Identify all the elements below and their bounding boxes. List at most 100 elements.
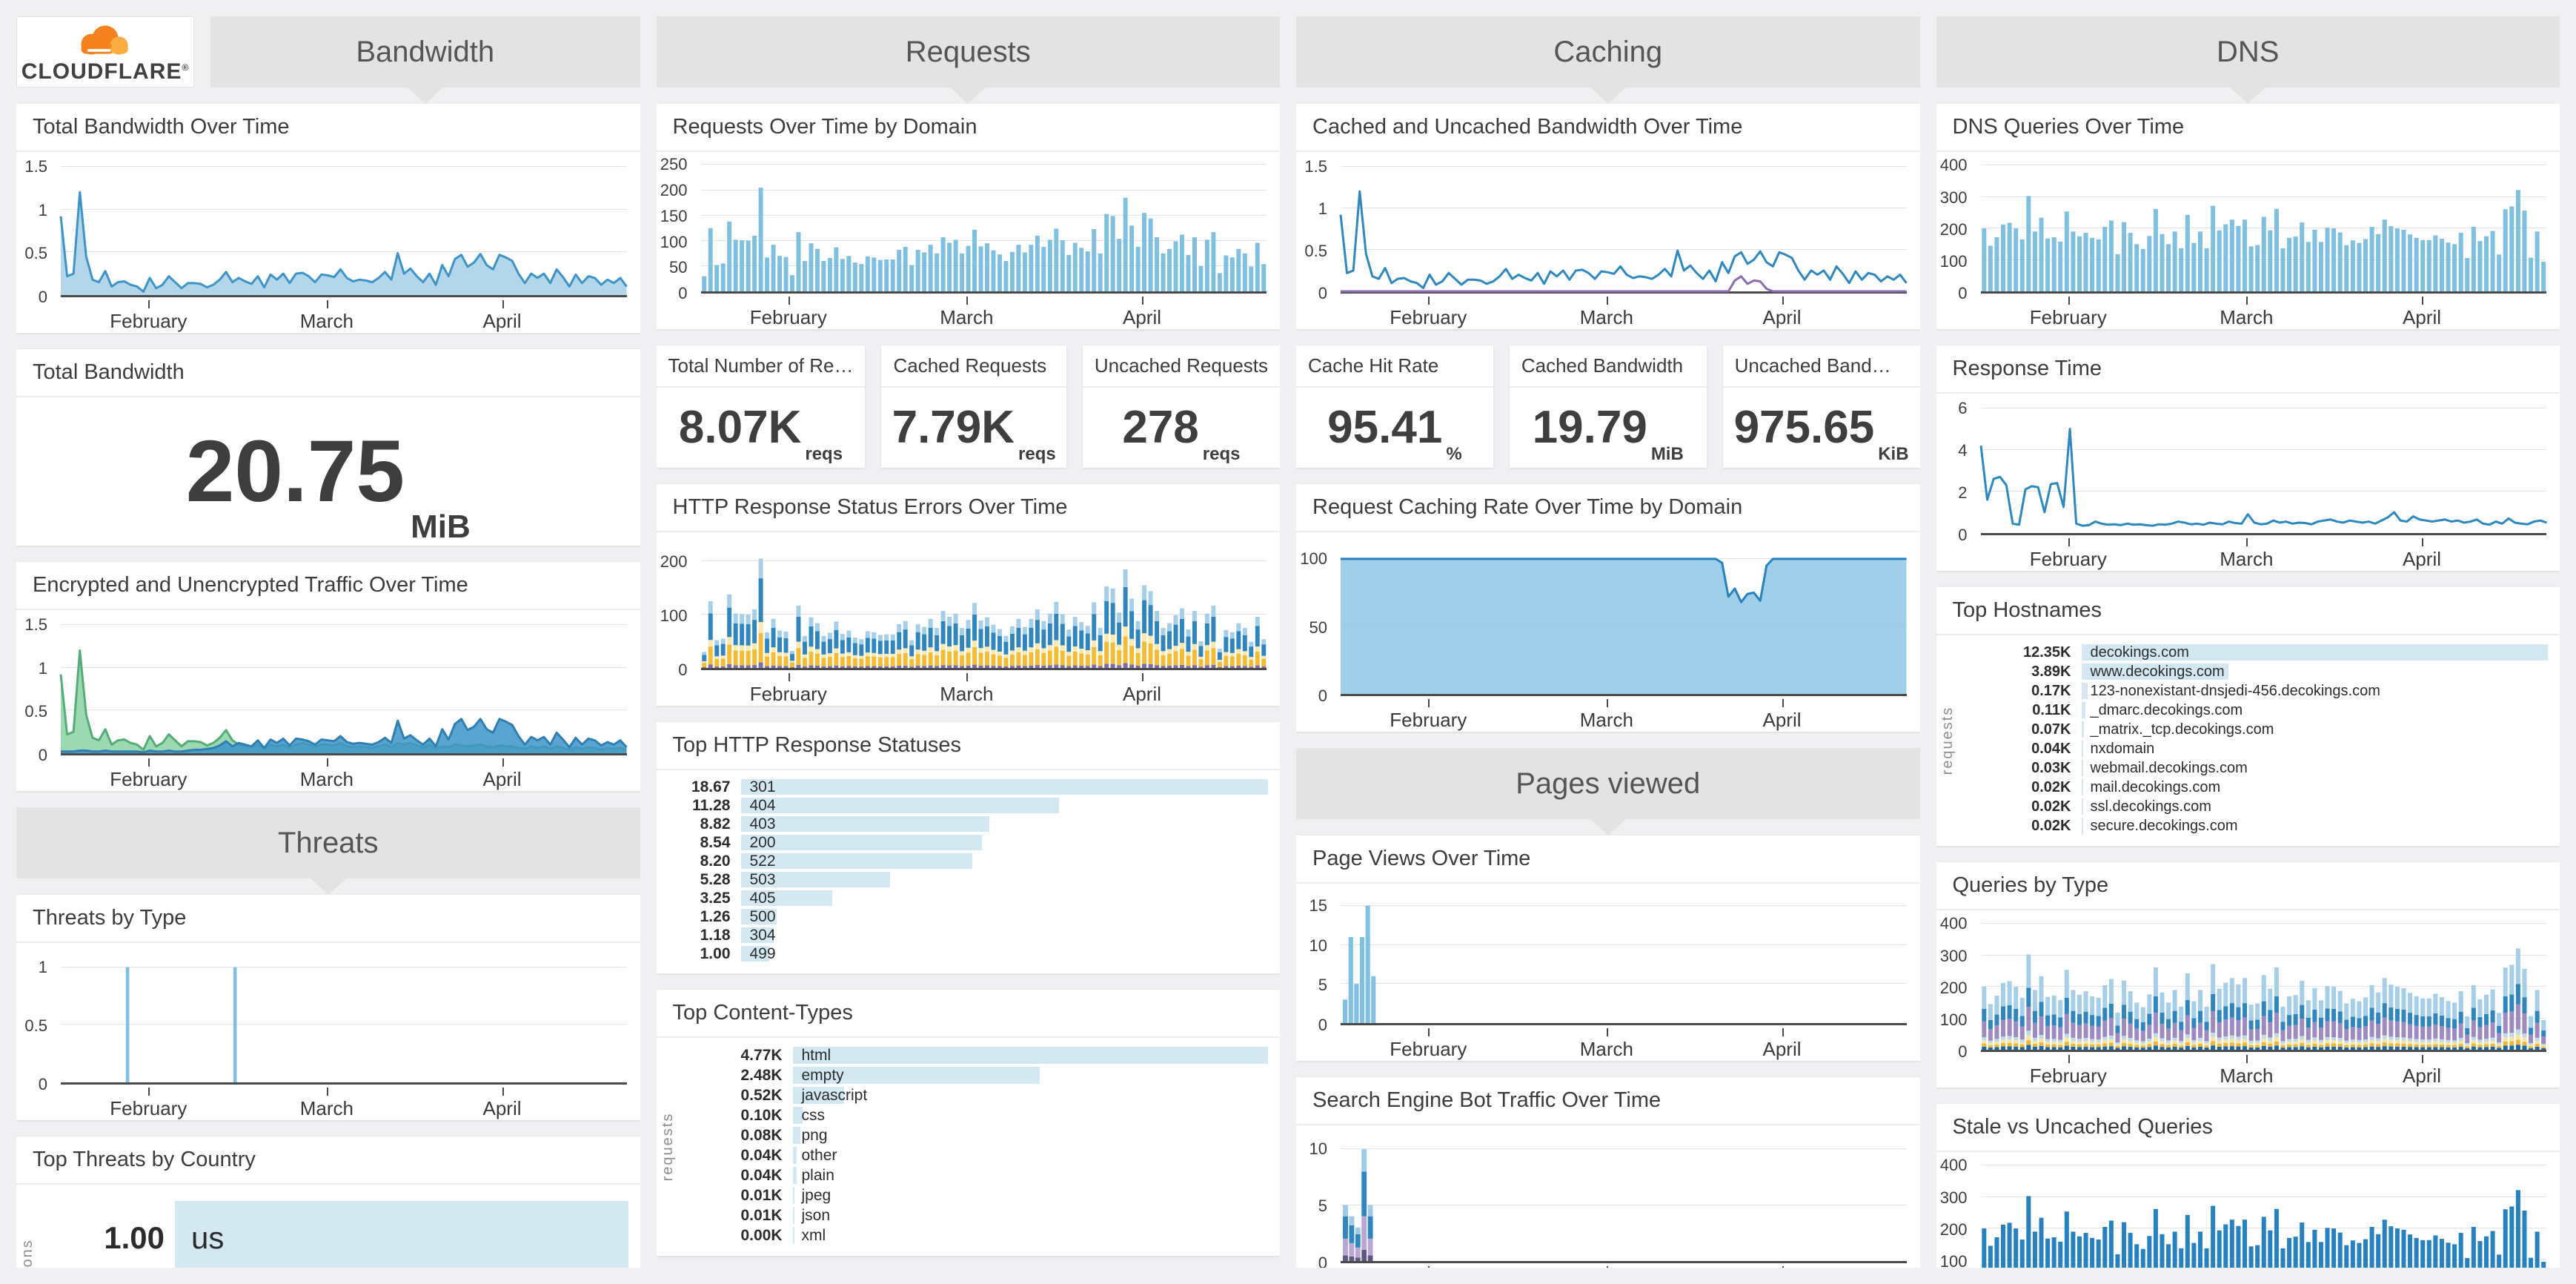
dns-queries-bar-chart[interactable]: 0 100 200 300 400 February March April: [1936, 152, 2560, 329]
list-item-label: html: [801, 1046, 831, 1064]
list-item-bar: [740, 890, 833, 906]
list-item-value: 0.02K: [2031, 778, 2071, 795]
stat-value: 8.07K: [678, 402, 802, 453]
top-statuses-list: 18.67 301 11.28 404 8.82 403 8.54 200 8.…: [657, 770, 1281, 973]
list-item[interactable]: 0.04K other: [694, 1145, 1269, 1165]
column-dns: DNS DNS Queries Over Time 0 100 200 300 400 F…: [1936, 16, 2560, 1268]
list-item-bar: [2081, 818, 2084, 834]
card-title: Uncached Band…: [1722, 345, 1920, 388]
list-item[interactable]: 4.77K html: [694, 1045, 1268, 1065]
list-item[interactable]: 0.10K css: [694, 1105, 1269, 1125]
x-axis-month-label: March: [940, 306, 994, 328]
list-item[interactable]: 1.18 304: [657, 926, 1269, 944]
x-axis-month-label: February: [1390, 1038, 1467, 1060]
list-item[interactable]: 0.00K xml: [694, 1225, 1269, 1245]
stat-card-uncached-requests: Uncached Requests 278 reqs: [1082, 345, 1280, 468]
list-item-bar: [792, 1107, 803, 1124]
list-item-label: png: [801, 1126, 828, 1144]
panel-title: Requests Over Time by Domain: [656, 104, 1280, 152]
list-item[interactable]: 0.52K javascript: [694, 1085, 1269, 1105]
caching-stat-cards: Cache Hit Rate 95.41% Cached Bandwidth 1…: [1296, 345, 1920, 468]
stat-card-uncached-bandwidth: Uncached Band… 975.65 KiB: [1722, 345, 1920, 468]
stat-value: 278: [1122, 402, 1199, 453]
list-item[interactable]: 3.25 405: [657, 889, 1269, 907]
stat-value: 95.41: [1327, 402, 1443, 453]
queries-by-type-stacked-chart[interactable]: 0 100 200 300 400 February March April: [1936, 910, 2560, 1088]
list-item-label: ssl.decokings.com: [2090, 798, 2211, 815]
panel-title: Request Caching Rate Over Time by Domain: [1296, 484, 1920, 532]
card-title: Cached Bandwidth: [1509, 345, 1707, 388]
list-item-label: _dmarc.decokings.com: [2090, 701, 2243, 718]
panel-response-time: Response Time 0 2 4 6 February March April: [1936, 345, 2560, 571]
list-item[interactable]: 0.02K ssl.decokings.com: [1974, 797, 2549, 816]
list-item-value: 0.07K: [2031, 721, 2071, 738]
section-header-requests: Requests: [656, 16, 1280, 87]
list-item[interactable]: 3.89K www.decokings.com: [1974, 662, 2549, 681]
list-item-bar: [792, 1207, 795, 1224]
list-item-label: other: [801, 1146, 837, 1164]
x-axis-month-label: March: [2220, 306, 2274, 328]
list-item-bar: [792, 1227, 795, 1244]
list-item-label: mail.decokings.com: [2090, 778, 2221, 795]
list-item-bar: [2081, 683, 2088, 699]
x-axis-month-label: March: [2220, 1065, 2274, 1087]
caching-rate-area-chart[interactable]: 0 50 100 February March April: [1296, 532, 1920, 732]
list-item-label: plain: [801, 1166, 834, 1184]
list-item[interactable]: 2.48K empty: [694, 1065, 1269, 1085]
list-item-label: 304: [749, 926, 776, 944]
list-item[interactable]: 0.17K 123-nonexistant-dnsjedi-456.decoki…: [1974, 681, 2549, 701]
requests-bar-chart[interactable]: 0 50 100 150 200 250 February March April: [657, 152, 1281, 329]
list-item[interactable]: 0.01K json: [694, 1205, 1269, 1225]
list-item-value: 1.00: [700, 944, 731, 962]
list-item-label: 403: [749, 815, 776, 833]
total-bandwidth-area-chart[interactable]: 0 0.5 1 1.5 February March April: [16, 152, 640, 333]
list-item[interactable]: 0.08K png: [694, 1125, 1269, 1145]
list-item[interactable]: 8.82 403: [657, 815, 1269, 833]
list-item[interactable]: 0.02K secure.decokings.com: [1974, 816, 2549, 835]
list-item[interactable]: 0.07K _matrix._tcp.decokings.com: [1974, 720, 2549, 739]
panel-title: Threats by Type: [16, 895, 640, 943]
list-item[interactable]: 0.02K mail.decokings.com: [1974, 778, 2549, 797]
panel-title: DNS Queries Over Time: [1936, 104, 2560, 152]
list-item[interactable]: 0.04K plain: [694, 1165, 1269, 1185]
panel-title: Top Content-Types: [656, 990, 1280, 1038]
list-item[interactable]: 12.35K decokings.com: [1974, 643, 2548, 662]
list-item[interactable]: 0.01K jpeg: [694, 1185, 1269, 1205]
list-item[interactable]: 1.00 us: [53, 1201, 628, 1268]
list-item-bar: [740, 909, 777, 924]
list-item[interactable]: 0.11K _dmarc.decokings.com: [1974, 701, 2549, 720]
http-errors-stacked-chart[interactable]: 0 100 200 February March April: [657, 532, 1281, 706]
list-item[interactable]: 8.54 200: [657, 833, 1269, 852]
cloudflare-logo[interactable]: CLOUDFLARE®: [16, 16, 194, 87]
list-item[interactable]: 1.26 500: [657, 907, 1269, 926]
search-bot-stacked-chart[interactable]: 0510FebruaryMarchApril: [1296, 1125, 1920, 1268]
list-item[interactable]: 11.28 404: [657, 796, 1269, 815]
y-axis-label: operations: [19, 1239, 36, 1268]
panel-title: Response Time: [1936, 345, 2560, 394]
list-item[interactable]: 8.20 522: [657, 852, 1269, 870]
list-item-label: json: [801, 1206, 831, 1224]
list-item[interactable]: 18.67 301: [657, 778, 1268, 796]
x-axis-month-label: April: [1123, 306, 1162, 328]
x-axis-month-label: February: [2029, 1065, 2107, 1087]
list-item[interactable]: 0.04K nxdomain: [1974, 739, 2549, 758]
panel-title: Encrypted and Unencrypted Traffic Over T…: [16, 562, 640, 610]
encrypted-traffic-area-chart[interactable]: 0 0.5 1 1.5 February March April: [16, 610, 640, 791]
response-time-line-chart[interactable]: 0 2 4 6 February March April: [1936, 394, 2560, 571]
list-item-value: 1.00: [104, 1220, 165, 1255]
section-header-pages-viewed: Pages viewed: [1296, 748, 1920, 819]
x-axis-month-label: February: [749, 306, 827, 328]
list-item[interactable]: 5.28 503: [657, 870, 1269, 889]
list-item-value: 8.54: [700, 833, 731, 851]
list-item-bar: [740, 872, 890, 887]
page-views-chart[interactable]: 0 5 10 15 February March April: [1296, 884, 1920, 1061]
cached-uncached-line-chart[interactable]: 0 0.5 1 1.5 February March April: [1296, 152, 1920, 329]
list-item[interactable]: 1.00 499: [657, 944, 1269, 963]
threats-by-type-chart[interactable]: 0 0.5 1 February March April: [16, 943, 640, 1120]
list-item-bar: [740, 779, 1268, 795]
list-item-bar: [792, 1067, 1040, 1084]
list-item[interactable]: 0.03K webmail.decokings.com: [1974, 758, 2549, 778]
list-item-label: 522: [749, 852, 776, 870]
x-axis-month-label: March: [299, 1097, 353, 1119]
